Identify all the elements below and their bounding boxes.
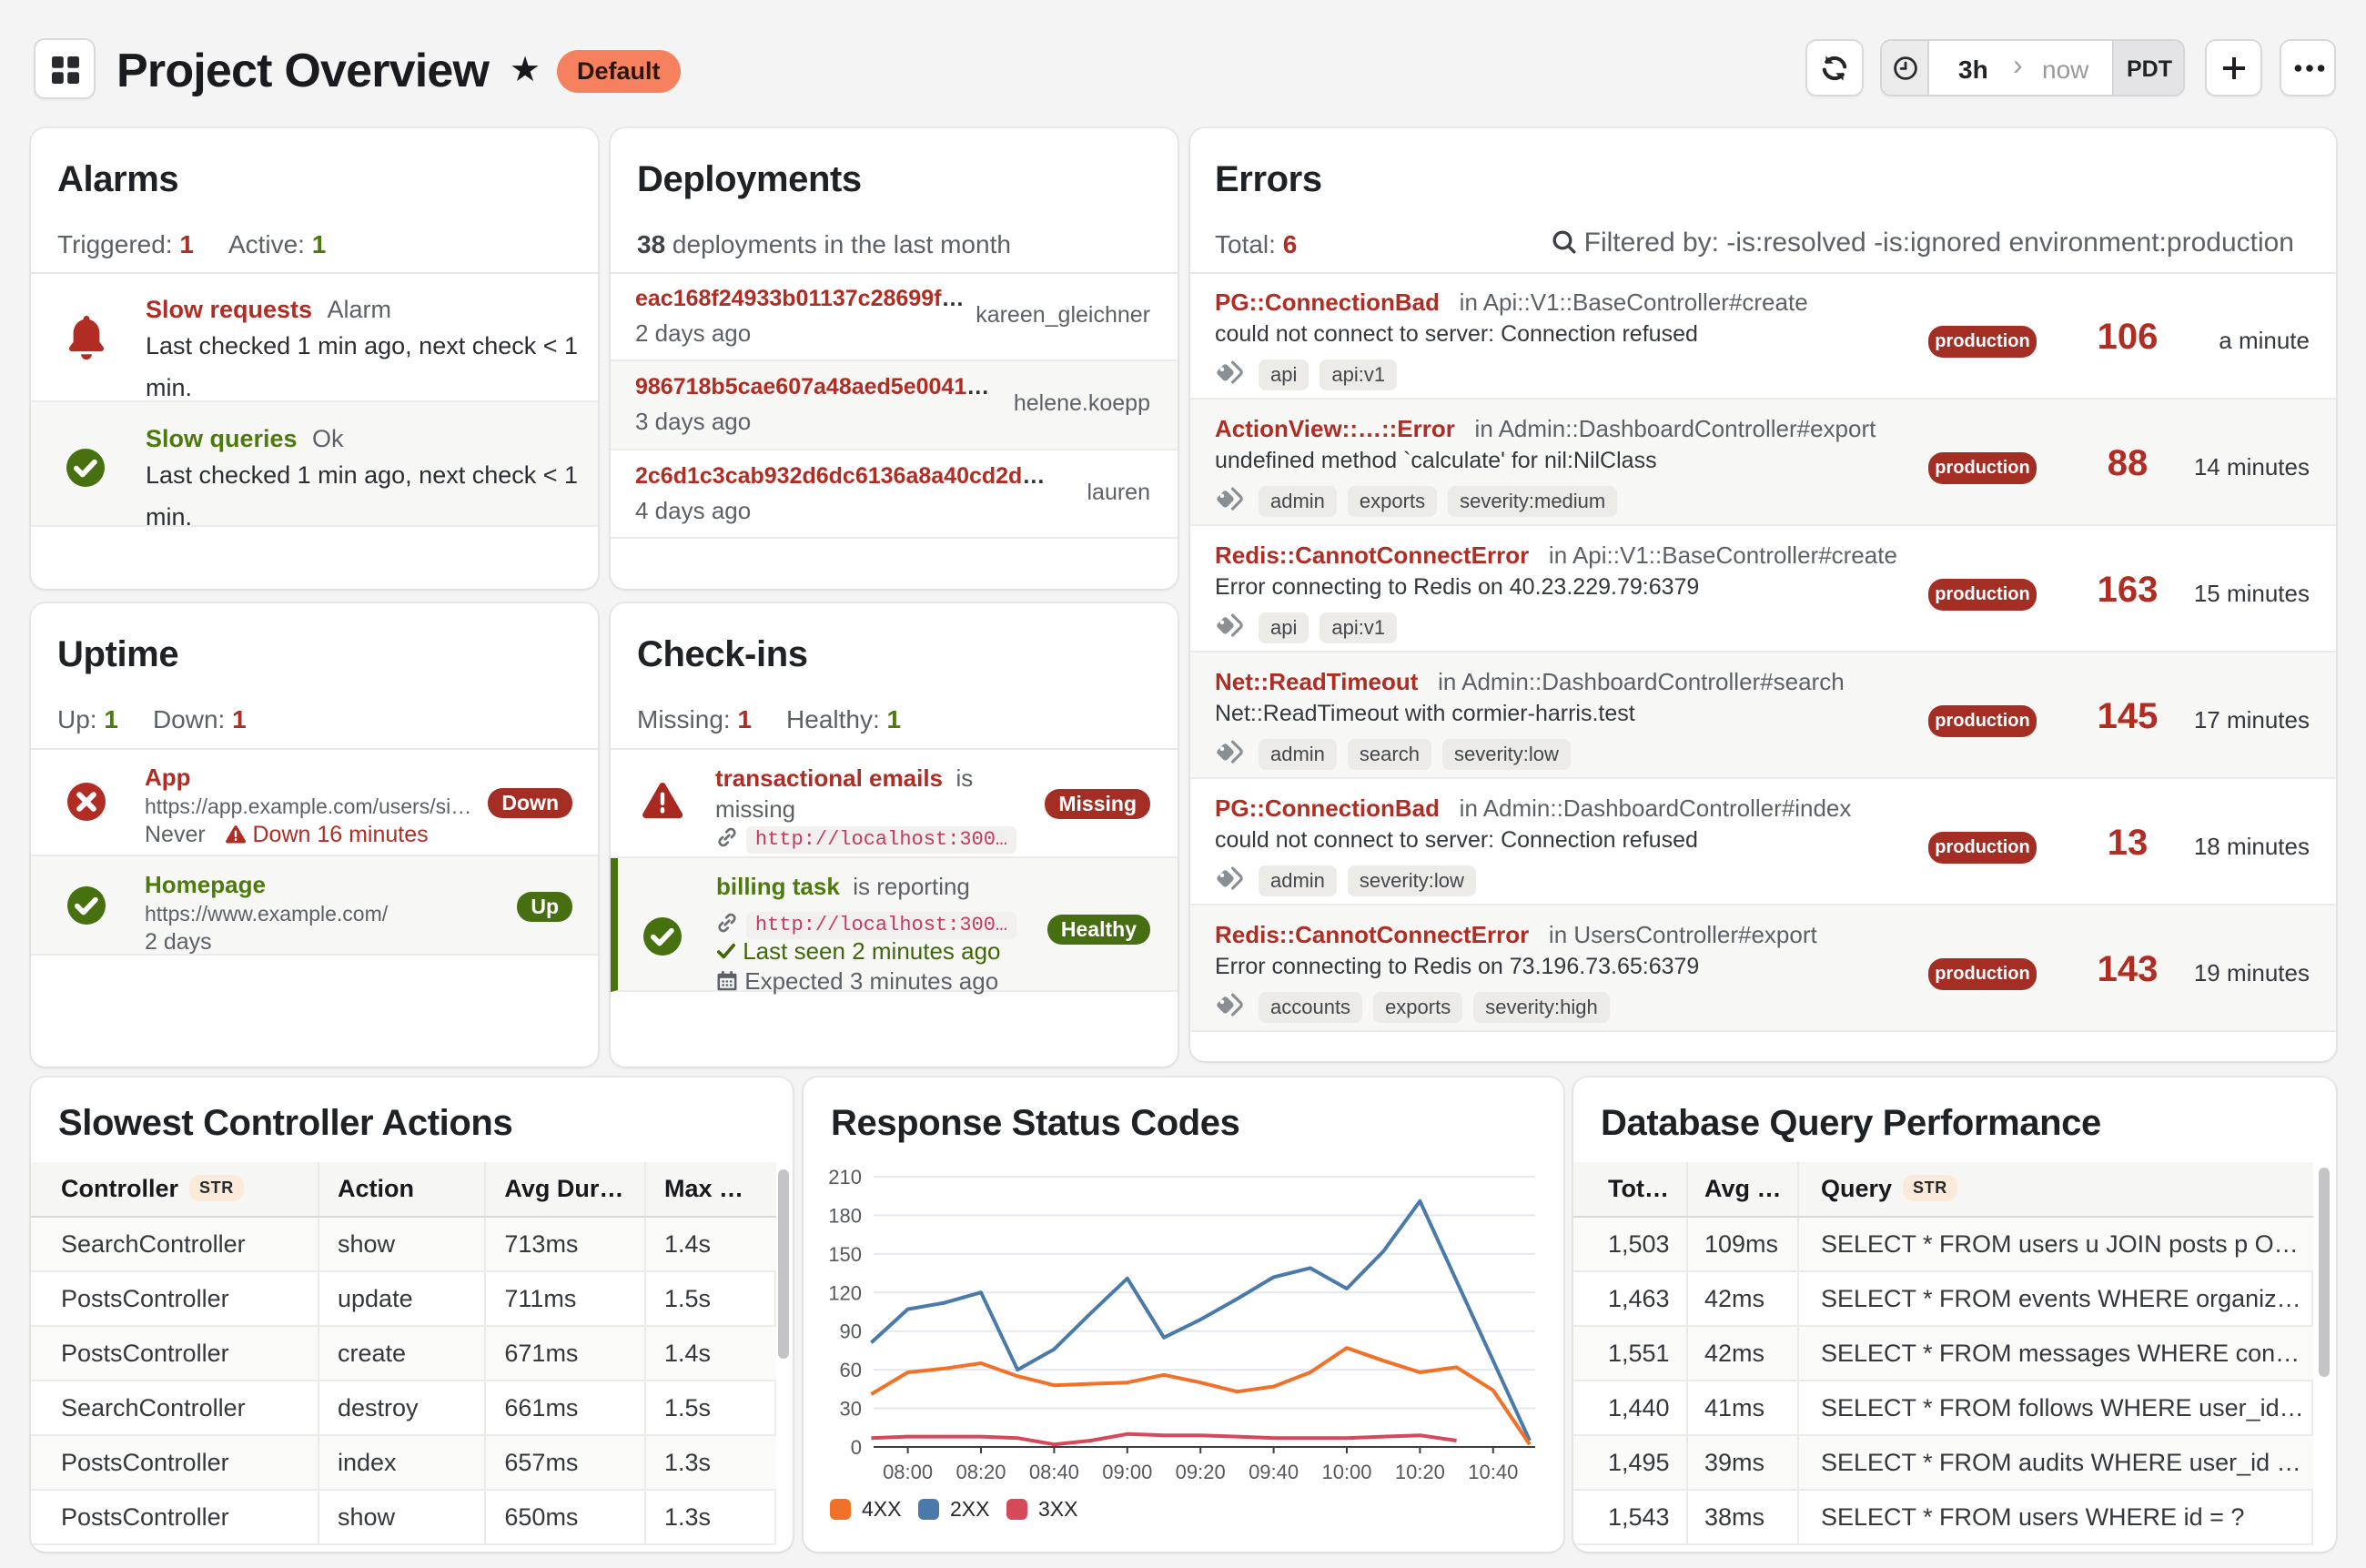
svg-text:08:00: 08:00 — [883, 1461, 933, 1483]
svg-text:2XX: 2XX — [950, 1497, 989, 1521]
svg-text:3XX: 3XX — [1038, 1497, 1077, 1521]
svg-text:0: 0 — [851, 1436, 862, 1459]
svg-text:10:20: 10:20 — [1395, 1461, 1445, 1483]
svg-text:210: 210 — [828, 1166, 862, 1189]
svg-text:08:40: 08:40 — [1029, 1461, 1079, 1483]
svg-text:120: 120 — [828, 1281, 862, 1304]
svg-text:90: 90 — [840, 1320, 862, 1343]
svg-text:09:40: 09:40 — [1249, 1461, 1299, 1483]
svg-text:60: 60 — [840, 1359, 862, 1381]
svg-text:4XX: 4XX — [862, 1497, 901, 1521]
svg-text:09:20: 09:20 — [1176, 1461, 1226, 1483]
svg-text:10:40: 10:40 — [1468, 1461, 1518, 1483]
svg-text:09:00: 09:00 — [1102, 1461, 1152, 1483]
svg-text:150: 150 — [828, 1243, 862, 1266]
svg-text:08:20: 08:20 — [956, 1461, 1006, 1483]
svg-text:30: 30 — [840, 1398, 862, 1421]
svg-text:180: 180 — [828, 1204, 862, 1227]
svg-text:10:00: 10:00 — [1321, 1461, 1371, 1483]
